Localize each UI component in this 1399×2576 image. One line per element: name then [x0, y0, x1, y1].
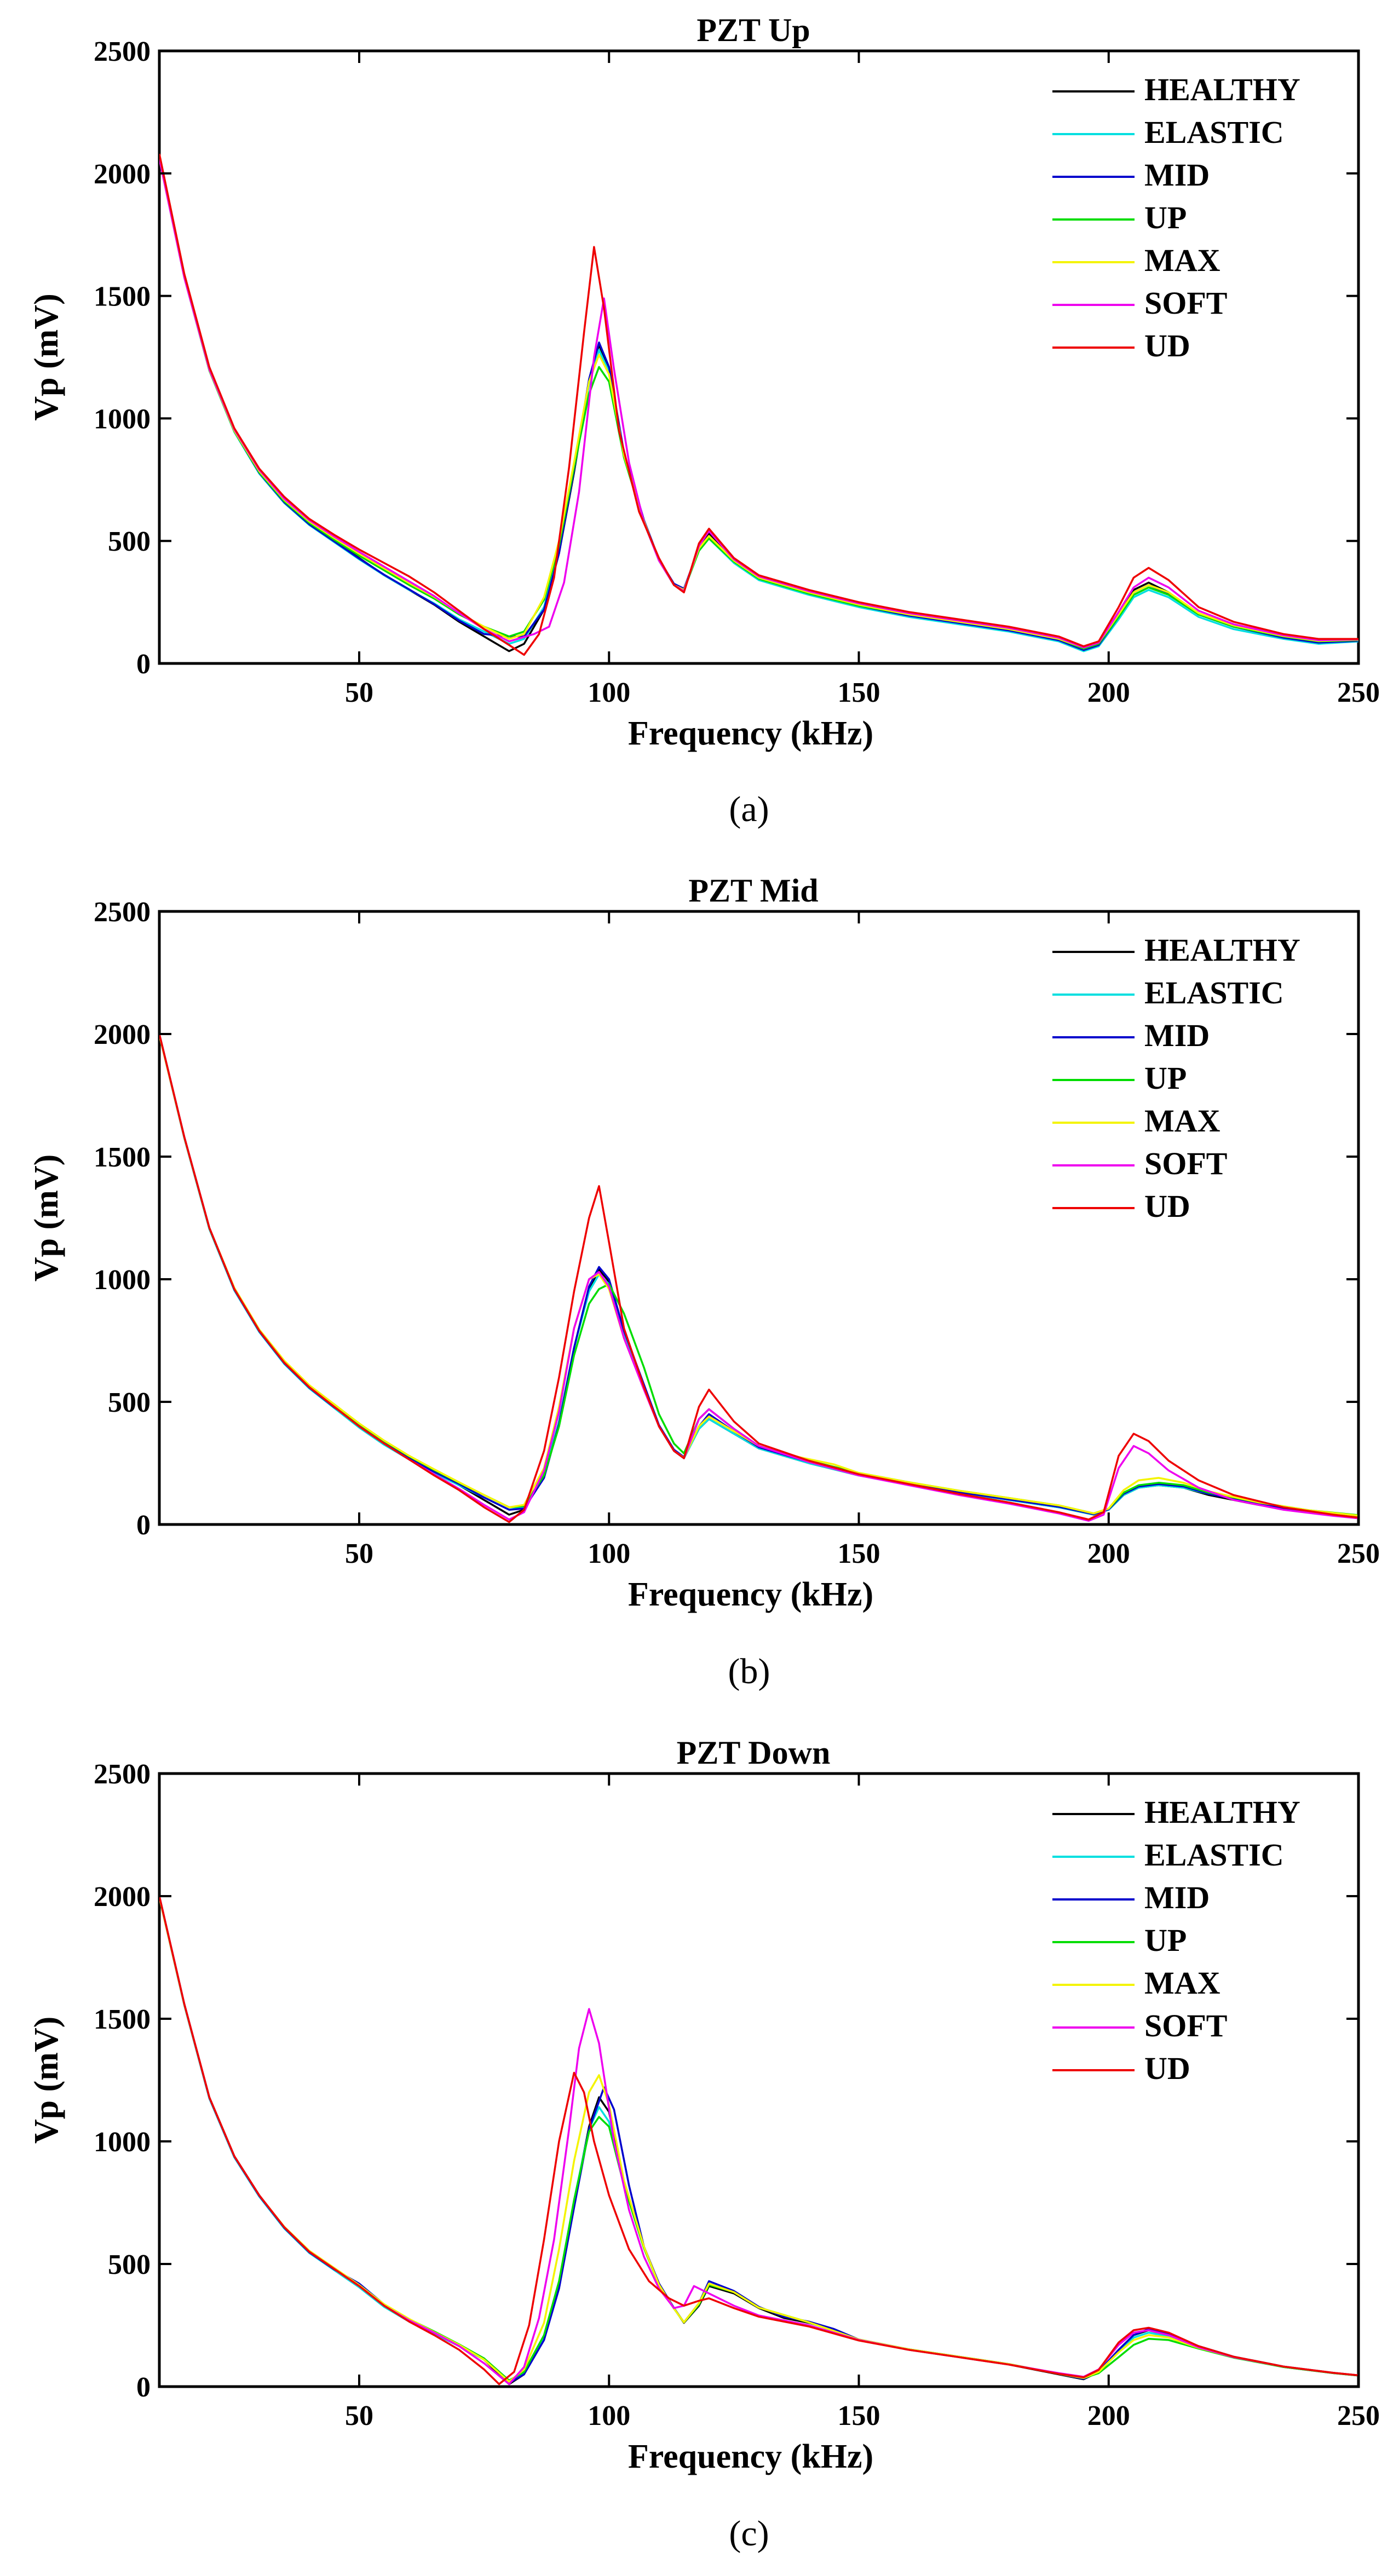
y-tick-label: 2000	[94, 1881, 151, 1913]
chart-title: PZT Up	[696, 12, 810, 48]
x-tick-label: 100	[588, 2400, 630, 2431]
y-tick-label: 2000	[94, 159, 151, 190]
y-axis-label: Vp (mV)	[28, 2017, 65, 2144]
x-axis-label: Frequency (kHz)	[628, 715, 873, 752]
legend-label-healthy: HEALTHY	[1144, 932, 1300, 968]
legend-label-healthy: HEALTHY	[1144, 72, 1300, 107]
chart-title: PZT Mid	[688, 873, 818, 909]
y-tick-label: 1500	[94, 281, 151, 313]
legend-label-ud: UD	[1144, 328, 1190, 363]
x-axis-label: Frequency (kHz)	[628, 1576, 873, 1613]
legend: HEALTHY ELASTIC MID UP MAX SOFT UD	[1052, 72, 1300, 363]
y-tick-label: 1000	[94, 403, 151, 435]
y-tick-label: 500	[108, 1387, 151, 1418]
y-tick-label: 0	[136, 2372, 151, 2403]
series-line-ud	[159, 1896, 1358, 2386]
legend-label-ud: UD	[1144, 2051, 1190, 2086]
y-tick-label: 2500	[94, 897, 151, 928]
x-tick-label: 50	[345, 1538, 373, 1569]
x-tick-label: 100	[588, 1538, 630, 1569]
legend-label-max: MAX	[1144, 1103, 1220, 1139]
legend-label-up: UP	[1144, 1060, 1187, 1096]
x-tick-label: 150	[838, 1538, 880, 1569]
y-axis-label: Vp (mV)	[28, 1154, 65, 1281]
y-tick-label: 500	[108, 2249, 151, 2280]
legend-label-elastic: ELASTIC	[1144, 1837, 1284, 1873]
x-axis-label: Frequency (kHz)	[628, 2438, 873, 2475]
legend-label-max: MAX	[1144, 242, 1220, 278]
y-axis-label: Vp (mV)	[28, 293, 65, 420]
panel-caption: (c)	[729, 2514, 769, 2554]
legend-label-soft: SOFT	[1144, 285, 1228, 321]
panel-caption: (a)	[729, 789, 769, 829]
series-group	[159, 1896, 1358, 2386]
legend-label-up: UP	[1144, 200, 1187, 235]
x-tick-label: 250	[1337, 2400, 1380, 2431]
series-group	[159, 153, 1358, 656]
legend-label-up: UP	[1144, 1922, 1187, 1958]
y-tick-label: 500	[108, 526, 151, 557]
legend: HEALTHY ELASTIC MID UP MAX SOFT UD	[1052, 1794, 1300, 2086]
legend-label-elastic: ELASTIC	[1144, 975, 1284, 1010]
x-tick-label: 200	[1087, 1538, 1130, 1569]
y-tick-label: 0	[136, 1510, 151, 1541]
x-tick-label: 50	[345, 677, 373, 708]
y-tick-label: 0	[136, 649, 151, 680]
x-tick-label: 150	[838, 2400, 880, 2431]
y-tick-label: 2000	[94, 1019, 151, 1050]
y-tick-label: 1500	[94, 1142, 151, 1173]
x-tick-label: 100	[588, 677, 630, 708]
y-tick-label: 2500	[94, 1759, 151, 1790]
x-tick-label: 150	[838, 677, 880, 708]
x-tick-label: 50	[345, 2400, 373, 2431]
x-tick-label: 250	[1337, 677, 1380, 708]
series-group	[159, 1033, 1358, 1523]
x-tick-label: 200	[1087, 2400, 1130, 2431]
y-tick-label: 1000	[94, 1264, 151, 1296]
y-tick-label: 1000	[94, 2127, 151, 2158]
series-line-ud	[159, 1033, 1358, 1523]
legend-label-mid: MID	[1144, 157, 1210, 193]
chart-title: PZT Down	[677, 1735, 831, 1771]
legend-label-soft: SOFT	[1144, 1146, 1228, 1181]
legend-label-max: MAX	[1144, 1965, 1220, 2001]
series-line-ud	[159, 153, 1358, 656]
panel-caption: (b)	[728, 1651, 770, 1691]
legend-label-elastic: ELASTIC	[1144, 114, 1284, 150]
plot-area	[158, 49, 1360, 665]
legend-label-mid: MID	[1144, 1018, 1210, 1053]
legend-label-soft: SOFT	[1144, 2008, 1228, 2043]
y-tick-label: 2500	[94, 36, 151, 67]
y-tick-label: 1500	[94, 2004, 151, 2035]
legend-label-healthy: HEALTHY	[1144, 1794, 1300, 1830]
x-tick-label: 200	[1087, 677, 1130, 708]
legend-label-mid: MID	[1144, 1880, 1210, 1915]
x-tick-label: 250	[1337, 1538, 1380, 1569]
legend: HEALTHY ELASTIC MID UP MAX SOFT UD	[1052, 932, 1300, 1224]
legend-label-ud: UD	[1144, 1188, 1190, 1224]
